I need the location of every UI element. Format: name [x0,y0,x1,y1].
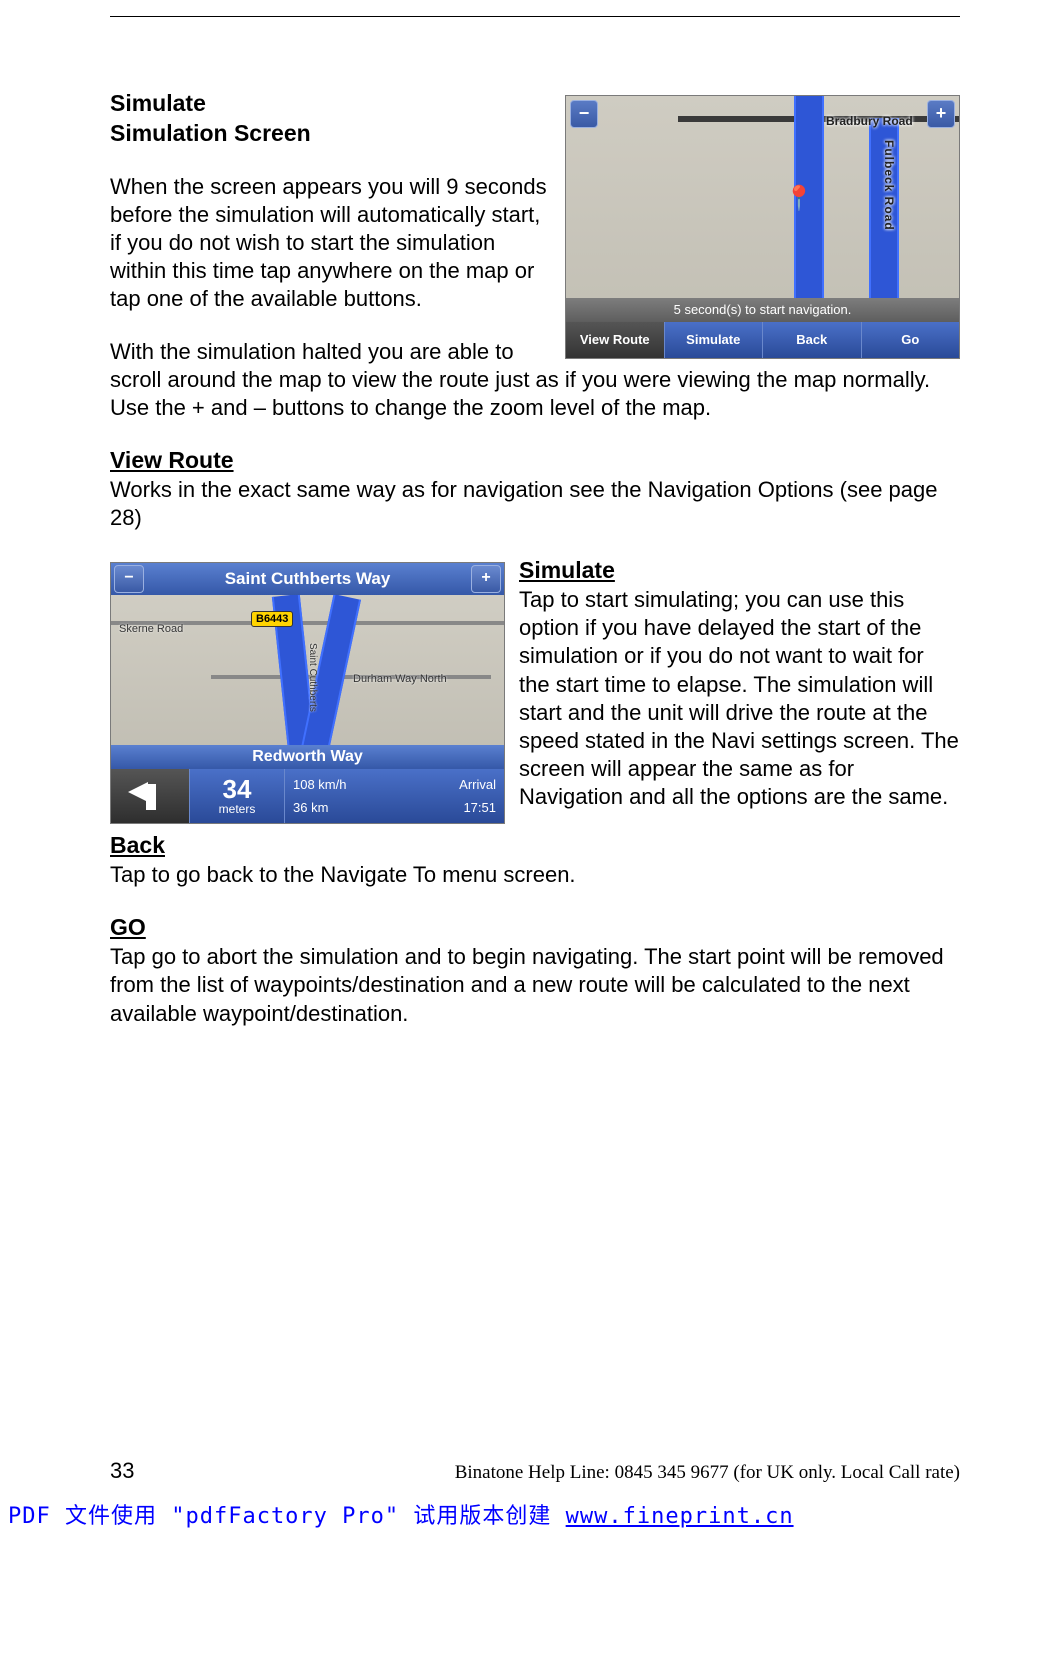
zoom-in-button[interactable]: + [927,100,955,128]
zoom-out-button-2[interactable]: − [114,565,144,593]
map-pin-icon: 📍 [784,184,814,213]
arrival-time: 17:51 [463,800,496,815]
distance-value: 34 [223,776,252,802]
nav-bottombar: 34 meters 108 km/h Arrival 36 km 17:51 [111,769,504,823]
para-back: Tap to go back to the Navigate To menu s… [110,861,960,889]
arrival-label: Arrival [459,777,496,792]
countdown-status: 5 second(s) to start navigation. [566,298,959,322]
simulate-button[interactable]: Simulate [665,322,764,358]
para-zoom-buttons: Use the + and – buttons to change the zo… [110,394,960,422]
info-cell[interactable]: 108 km/h Arrival 36 km 17:51 [285,769,504,823]
nav-topbar: − Saint Cuthberts Way + [111,563,504,595]
screenshot-simulation: Bradbury Road Fulbeck Road 📍 − + 5 secon… [565,95,960,359]
label-saint: Saint Cuthberts [307,643,318,712]
current-road-title: Saint Cuthberts Way [147,569,468,589]
heading-view-route: View Route [110,446,960,476]
road-label-bradbury: Bradbury Road [826,114,913,128]
pdf-prefix: PDF 文件使用 "pdfFactory Pro" 试用版本创建 [8,1504,566,1529]
nav-map-area[interactable]: B6443 Skerne Road Durham Way North Saint… [111,595,504,769]
road-label-fulbeck: Fulbeck Road [882,140,896,231]
heading-go: GO [110,913,960,943]
heading-back: Back [110,831,960,861]
road-badge: B6443 [251,611,293,627]
label-durham: Durham Way North [353,673,447,685]
back-button[interactable]: Back [763,322,862,358]
label-skerne: Skerne Road [119,623,183,635]
button-bar: View Route Simulate Back Go [566,322,959,358]
para-go: Tap go to abort the simulation and to be… [110,943,960,1027]
distance-cell[interactable]: 34 meters [190,769,285,823]
turn-indicator[interactable] [111,769,190,823]
page-number: 33 [110,1458,134,1484]
remaining-distance: 36 km [293,800,328,815]
para-view-route: Works in the exact same way as for navig… [110,476,960,532]
pdf-watermark: PDF 文件使用 "pdfFactory Pro" 试用版本创建 www.fin… [8,1498,1055,1530]
turn-left-icon [130,778,170,814]
screenshot-navigation: − Saint Cuthberts Way + B6443 Skerne Roa… [110,562,505,824]
map-area[interactable]: Bradbury Road Fulbeck Road 📍 − + [566,96,959,298]
next-road-bar: Redworth Way [111,745,504,769]
page-footer: 33 Binatone Help Line: 0845 345 9677 (fo… [110,1458,960,1484]
header-rule [110,16,960,17]
zoom-in-button-2[interactable]: + [471,565,501,593]
help-line: Binatone Help Line: 0845 345 9677 (for U… [455,1462,960,1484]
distance-unit: meters [219,802,256,816]
zoom-out-button[interactable]: − [570,100,598,128]
view-route-button[interactable]: View Route [566,322,665,358]
speed-value: 108 km/h [293,777,346,792]
pdf-link[interactable]: www.fineprint.cn [566,1504,794,1529]
minor-road-2 [211,675,491,679]
go-button[interactable]: Go [862,322,960,358]
